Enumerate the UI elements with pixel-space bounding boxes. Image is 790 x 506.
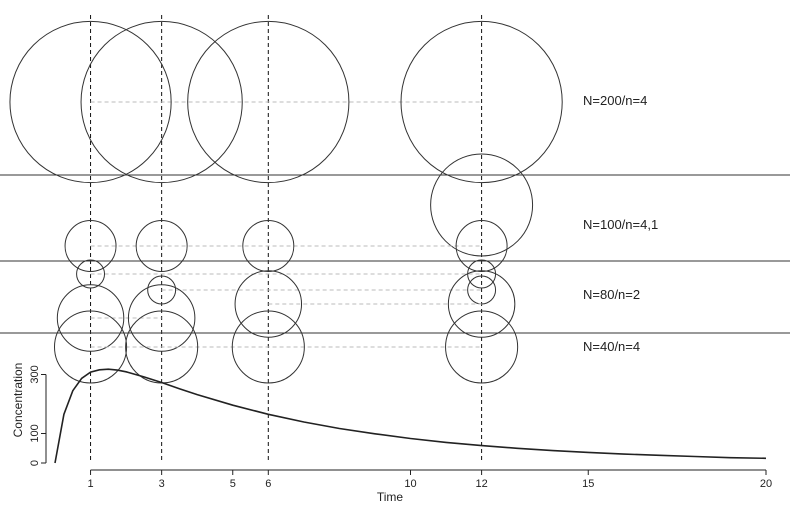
sample-circle [455,220,508,272]
sample-circle [147,275,177,305]
sample-circle [447,270,516,338]
x-axis: 1 3 5 6 10 12 15 20 [87,469,772,490]
sample-circle [76,259,106,289]
sample-circle [127,284,196,352]
design-panel: N=80/n=2 [56,259,640,352]
y-tick-label: 300 [29,365,41,383]
y-tick-label: 0 [29,460,41,466]
sample-circle [56,284,125,352]
x-tick-label: 20 [760,478,772,490]
sample-circle [64,220,117,272]
x-tick-label: 3 [159,478,165,490]
y-axis: 0 100 300 [29,365,47,466]
sample-circle [187,20,350,184]
x-tick-label: 5 [230,478,236,490]
design-panel: N=200/n=4 [9,20,647,184]
sample-circle [54,310,128,384]
sample-circle [234,270,303,338]
x-tick-label: 10 [404,478,416,490]
x-tick-label: 15 [582,478,594,490]
sample-circle [231,310,305,384]
panel-label: N=40/n=4 [583,339,640,354]
x-tick-label: 12 [475,478,487,490]
panel-label: N=200/n=4 [583,93,647,108]
sample-circle [445,310,519,384]
sample-circle [80,20,243,184]
design-panels: N=200/n=4 N=100/n=4,1 N=80/n=2 N=40/n=4 [9,20,658,384]
x-axis-title: Time [377,490,404,504]
panel-label: N=80/n=2 [583,287,640,302]
design-panel: N=100/n=4,1 [64,153,658,272]
sampling-time-guides [90,15,483,463]
y-axis-title: Concentration [11,363,25,438]
sample-circle [242,220,295,272]
x-tick-label: 1 [87,478,93,490]
design-panel: N=40/n=4 [54,310,640,384]
x-tick-label: 6 [265,478,271,490]
y-tick-label: 100 [29,424,41,442]
sample-circle [400,20,563,184]
sample-circle [430,153,534,257]
concentration-curve [54,368,767,464]
sample-circle [135,220,188,272]
panel-separators [0,174,790,334]
panel-label: N=100/n=4,1 [583,217,658,232]
concentration-plot: 1 3 5 6 10 12 15 20 0 100 300 Time Concentration [11,363,772,504]
sample-circle [9,20,172,184]
